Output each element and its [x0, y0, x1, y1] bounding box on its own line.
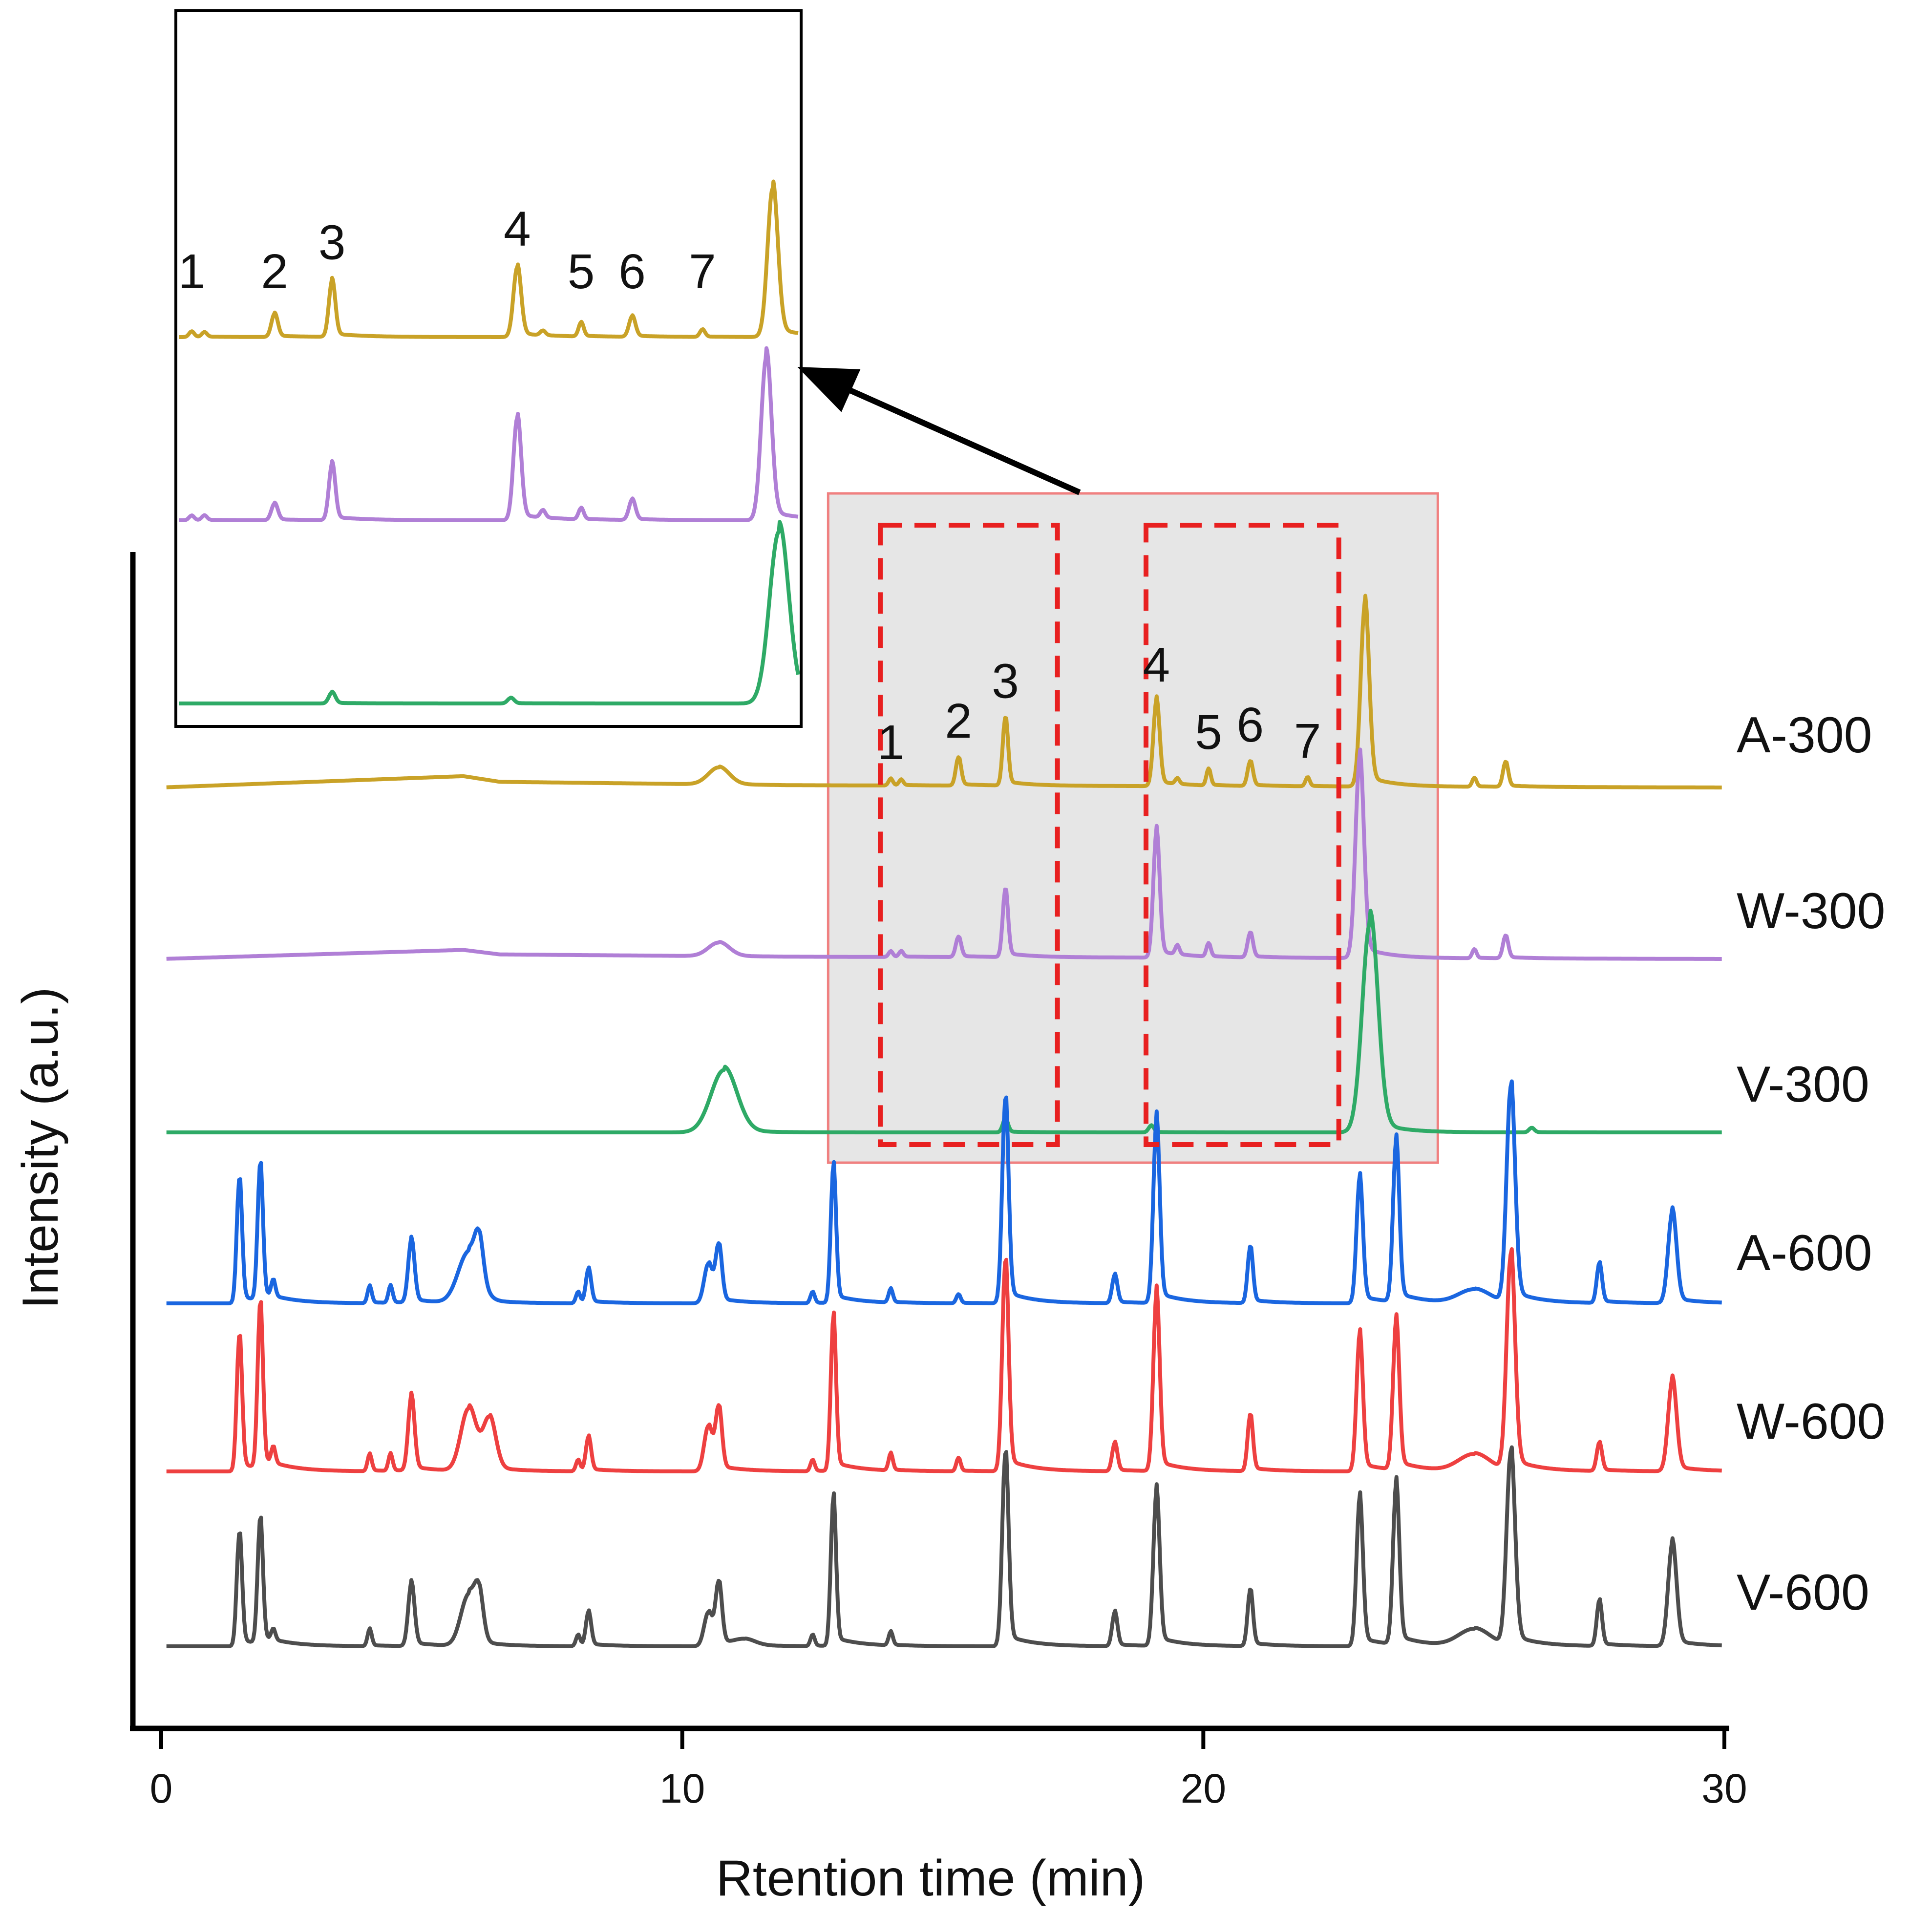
dashed-box-2 [1144, 523, 1341, 1147]
y-axis-title: Intensity (a.u.) [12, 987, 69, 1309]
dashed-boxes [878, 523, 1341, 1147]
peak-label-1: 1 [877, 715, 905, 770]
x-tick-label-20: 20 [1181, 1766, 1226, 1811]
peak-label-3: 3 [992, 654, 1019, 709]
series-label-W-600: W-600 [1737, 1393, 1885, 1450]
x-tick-label-0: 0 [150, 1766, 173, 1811]
inset-trace-A-300 [177, 179, 800, 339]
series-label-W-300: W-300 [1737, 883, 1885, 939]
inset-zoom: 1 23 45 6 7 [174, 9, 803, 728]
series-labels: A-300 W-300 V-300 A-600 W-600 V-600 [1737, 707, 1885, 1621]
inset-peak-labels: 1 23 45 6 7 [178, 201, 716, 299]
x-ticks: 0 10 20 30 [150, 1728, 1747, 1811]
peak-label-4: 4 [1143, 638, 1170, 692]
peak-label-2: 2 [945, 694, 972, 748]
peak-label-5: 5 [1195, 705, 1222, 760]
peak-labels: 1 23 45 6 7 [877, 638, 1321, 770]
inset-peak-label-4: 4 [504, 201, 531, 256]
peak-label-6: 6 [1237, 698, 1264, 752]
trace-V-600 [166, 1445, 1722, 1648]
inset-peak-label-1: 1 [178, 244, 205, 299]
dashed-box-1 [878, 523, 1060, 1147]
trace-A-600 [166, 1079, 1722, 1305]
inset-traces [177, 179, 800, 705]
inset-trace-V-300 [177, 520, 800, 705]
inset-peak-label-2: 2 [261, 244, 288, 299]
x-tick-label-30: 30 [1701, 1766, 1747, 1811]
traces [166, 594, 1722, 1648]
peak-label-7: 7 [1294, 714, 1321, 768]
trace-V-300 [166, 909, 1722, 1134]
trace-W-600 [166, 1247, 1722, 1473]
series-label-V-300: V-300 [1737, 1056, 1869, 1113]
inset-frame [174, 9, 803, 728]
inset-peak-label-5: 5 [568, 244, 595, 299]
inset-trace-W-300 [177, 346, 800, 522]
x-tick-label-10: 10 [659, 1766, 705, 1811]
inset-peak-label-6: 6 [618, 244, 646, 299]
series-label-A-300: A-300 [1737, 707, 1872, 764]
trace-W-300 [166, 747, 1722, 961]
highlight-region [827, 492, 1439, 1164]
trace-A-300 [166, 594, 1722, 789]
inset-peak-label-7: 7 [689, 244, 716, 299]
x-axis-title: Rtention time (min) [716, 1850, 1145, 1907]
series-label-A-600: A-600 [1737, 1225, 1872, 1281]
series-label-V-600: V-600 [1737, 1564, 1869, 1621]
zoom-arrow [797, 366, 1081, 495]
inset-peak-label-3: 3 [318, 215, 346, 270]
